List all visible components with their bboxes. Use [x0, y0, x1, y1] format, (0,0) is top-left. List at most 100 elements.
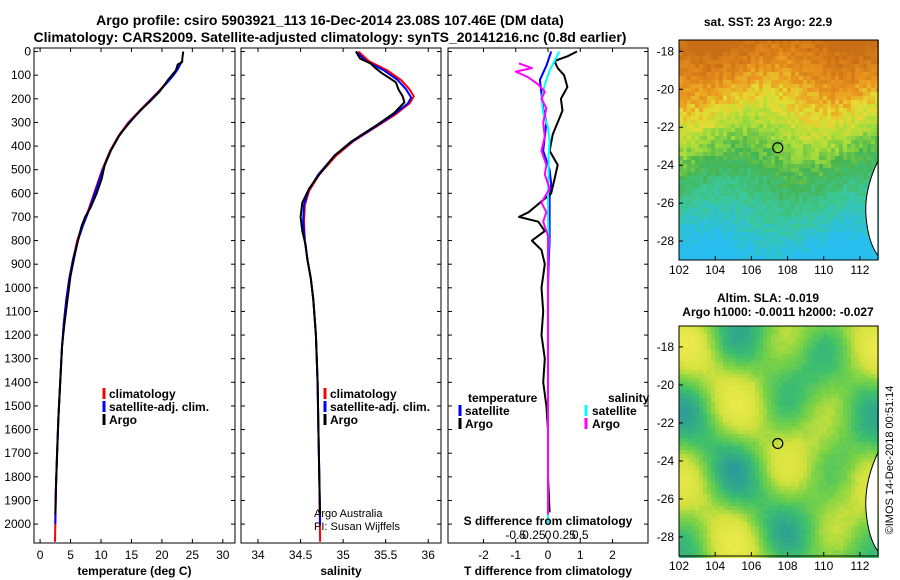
depth-tick-label: 200 — [11, 92, 31, 106]
map-sla_map — [679, 326, 879, 558]
x-axis-label: temperature (deg C) — [77, 564, 191, 578]
map-x-tick-label: 108 — [778, 263, 798, 277]
x-axis-label: T difference from climatology — [464, 564, 632, 578]
secondary-tick-label: 0.25 — [552, 528, 576, 542]
float-position-marker — [772, 142, 784, 154]
depth-tick-label: 700 — [11, 210, 31, 224]
secondary-axis-label: S difference from climatology — [464, 514, 633, 528]
legend-label: Argo — [592, 417, 620, 431]
map-x-tick-label: 102 — [669, 263, 689, 277]
coastline-outline — [865, 160, 879, 256]
map-x-tick-label: 104 — [705, 263, 725, 277]
legend-label: climatology — [109, 387, 176, 401]
series-line-t-argo — [518, 50, 578, 513]
series-line-s-argo — [514, 62, 551, 515]
x-tick-label: 34 — [251, 548, 265, 562]
map-y-tick-label: -18 — [657, 44, 675, 58]
map-y-tick-label: -18 — [657, 340, 675, 354]
x-tick-label: 34.5 — [289, 548, 313, 562]
legend-label: satellite — [465, 404, 510, 418]
map-y-tick-label: -28 — [657, 530, 675, 544]
depth-tick-label: 500 — [11, 163, 31, 177]
depth-tick-label: 1000 — [4, 281, 31, 295]
secondary-tick-label: 0 — [545, 528, 552, 542]
depth-tick-label: 1200 — [4, 328, 31, 342]
x-tick-label: 25 — [186, 548, 200, 562]
depth-tick-label: 600 — [11, 186, 31, 200]
map-y-tick-label: -28 — [657, 234, 675, 248]
map-x-tick-label: 102 — [669, 559, 689, 573]
map-y-tick-label: -20 — [657, 378, 675, 392]
map-x-tick-label: 106 — [741, 559, 761, 573]
map-x-tick-label: 104 — [705, 559, 725, 573]
map-y-tick-label: -22 — [657, 120, 675, 134]
sla-map-title-line2: Argo h1000: -0.0011 h2000: -0.027 — [682, 305, 874, 319]
depth-tick-label: 300 — [11, 115, 31, 129]
credit-line2: PI: Susan Wijffels — [314, 521, 400, 533]
x-tick-label: 0 — [37, 548, 44, 562]
map-x-tick-label: 106 — [741, 263, 761, 277]
legend-label: satellite-adj. clim. — [109, 400, 209, 414]
x-axis-label: salinity — [320, 564, 362, 578]
float-position-marker — [772, 437, 784, 450]
depth-tick-label: 900 — [11, 257, 31, 271]
legend-label: Argo — [109, 413, 137, 427]
timestamp-stamp: ©IMOS 14-Dec-2018 00:51:14 — [884, 386, 896, 535]
map-frame — [678, 325, 879, 557]
x-tick-label: -2 — [478, 548, 489, 562]
map-y-tick-label: -24 — [657, 454, 675, 468]
depth-tick-label: 1300 — [4, 352, 31, 366]
depth-tick-label: 1700 — [4, 446, 31, 460]
legend-title-salinity: salinity — [608, 391, 650, 405]
depth-tick-label: 2000 — [4, 517, 31, 531]
secondary-tick-label: 0.5 — [572, 528, 589, 542]
x-tick-label: 35 — [336, 548, 350, 562]
depth-tick-label: 800 — [11, 234, 31, 248]
x-tick-label: 1 — [577, 548, 584, 562]
depth-tick-label: 0 — [24, 45, 31, 59]
depth-tick-label: 1400 — [4, 375, 31, 389]
legend-label: satellite-adj. clim. — [330, 400, 430, 414]
map-y-tick-label: -20 — [657, 82, 675, 96]
depth-tick-label: 1500 — [4, 399, 31, 413]
sst-map-title: sat. SST: 23 Argo: 22.9 — [704, 15, 833, 29]
map-x-tick-label: 112 — [850, 263, 869, 277]
legend-label: climatology — [330, 387, 397, 401]
coastline-outline — [865, 452, 879, 552]
map-sst_map — [679, 40, 879, 260]
x-tick-label: -1 — [510, 548, 521, 562]
secondary-tick-label: -0.5 — [505, 528, 526, 542]
map-frame — [678, 39, 879, 261]
depth-tick-label: 1900 — [4, 493, 31, 507]
map-y-tick-label: -24 — [657, 158, 675, 172]
map-y-tick-label: -26 — [657, 196, 675, 210]
x-tick-label: 10 — [94, 548, 108, 562]
x-tick-label: 36 — [422, 548, 436, 562]
depth-tick-label: 1600 — [4, 423, 31, 437]
legend-title-temperature: temperature — [468, 391, 538, 405]
sla-map-title-line1: Altim. SLA: -0.019 — [717, 291, 819, 305]
depth-tick-label: 400 — [11, 139, 31, 153]
x-tick-label: 15 — [125, 548, 139, 562]
series-line-argo — [54, 51, 185, 515]
map-x-tick-label: 110 — [814, 559, 833, 573]
x-tick-label: 20 — [155, 548, 169, 562]
plot-frame-temperature — [33, 47, 236, 544]
plot-frame-salinity — [240, 47, 442, 544]
x-tick-label: 5 — [67, 548, 74, 562]
depth-tick-label: 1100 — [5, 304, 31, 318]
chart-title-line1: Argo profile: csiro 5903921_113 16-Dec-2… — [96, 12, 564, 28]
legend-label: satellite — [592, 404, 637, 418]
x-tick-label: 0 — [545, 548, 552, 562]
map-y-tick-label: -26 — [657, 492, 675, 506]
secondary-tick-label: -0.25 — [518, 528, 546, 542]
chart-title-line2: Climatology: CARS2009. Satellite-adjuste… — [33, 29, 627, 45]
map-x-tick-label: 110 — [814, 263, 833, 277]
map-x-tick-label: 112 — [850, 559, 869, 573]
depth-tick-label: 100 — [11, 68, 31, 82]
x-tick-label: 2 — [609, 548, 616, 562]
legend-label: Argo — [330, 413, 358, 427]
map-y-tick-label: -22 — [657, 416, 675, 430]
x-tick-label: 30 — [216, 548, 230, 562]
